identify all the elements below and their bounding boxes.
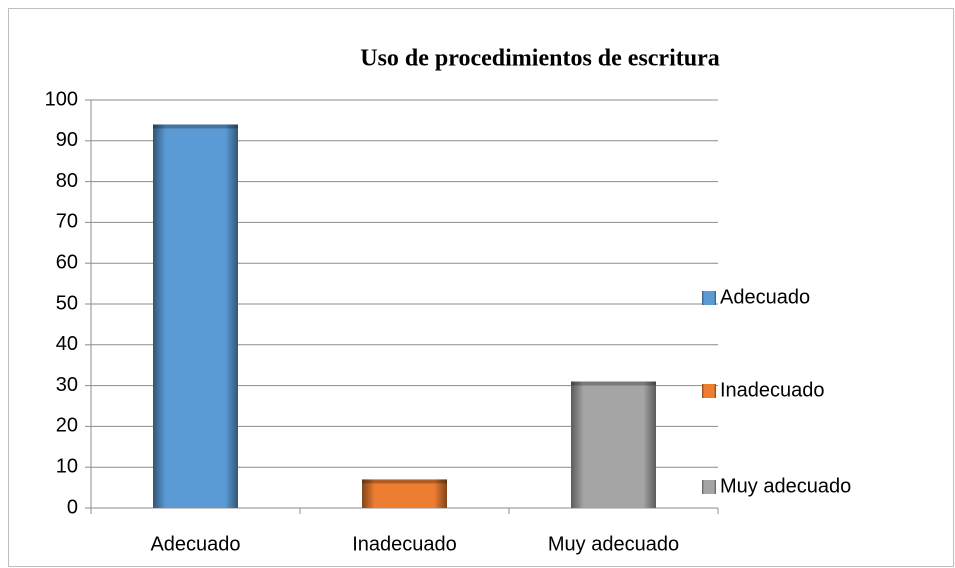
x-tick-label: Adecuado bbox=[150, 533, 240, 555]
bar-top bbox=[153, 124, 238, 129]
y-tick-label: 50 bbox=[56, 292, 78, 314]
bar-shade bbox=[362, 479, 447, 508]
legend-swatch-shade bbox=[702, 291, 716, 305]
y-tick-label: 20 bbox=[56, 415, 78, 437]
y-tick-label: 30 bbox=[56, 374, 78, 396]
y-tick-label: 70 bbox=[56, 211, 78, 233]
x-tick-label: Muy adecuado bbox=[548, 533, 679, 555]
y-tick-label: 60 bbox=[56, 251, 78, 273]
y-tick-label: 100 bbox=[45, 88, 78, 110]
y-tick-label: 80 bbox=[56, 170, 78, 192]
y-tick-label: 90 bbox=[56, 129, 78, 151]
legend-swatch-shade bbox=[702, 480, 716, 494]
legend-swatch-shade bbox=[702, 384, 716, 398]
y-tick-label: 10 bbox=[56, 455, 78, 477]
bar-top bbox=[571, 381, 656, 386]
legend-label: Adecuado bbox=[720, 286, 810, 308]
legend-label: Inadecuado bbox=[720, 379, 825, 401]
bar-shade bbox=[153, 124, 238, 508]
legend-label: Muy adecuado bbox=[720, 475, 851, 497]
y-tick-label: 0 bbox=[67, 496, 78, 518]
x-tick-label: Inadecuado bbox=[352, 533, 457, 555]
y-tick-label: 40 bbox=[56, 333, 78, 355]
bar-shade bbox=[571, 381, 656, 508]
bar-top bbox=[362, 479, 447, 484]
chart-title: Uso de procedimientos de escritura bbox=[360, 46, 720, 72]
